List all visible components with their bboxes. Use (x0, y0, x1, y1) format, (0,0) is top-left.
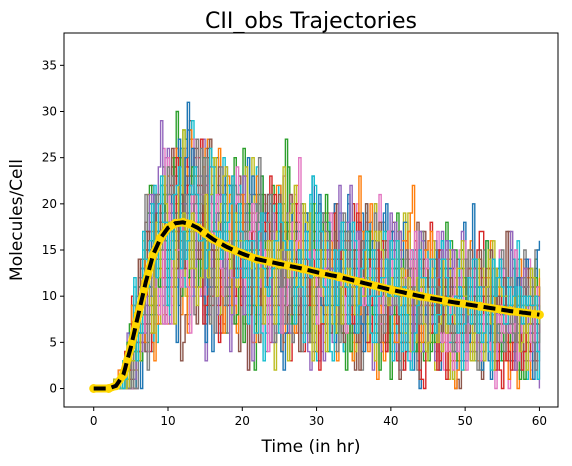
x-tick-label: 30 (309, 414, 324, 428)
y-tick-label: 35 (42, 58, 57, 72)
y-tick-label: 0 (49, 382, 57, 396)
y-axis-label: Molecules/Cell (7, 159, 27, 281)
y-tick-label: 25 (42, 151, 57, 165)
x-tick-label: 0 (90, 414, 98, 428)
y-tick-label: 10 (42, 289, 57, 303)
x-tick-label: 10 (160, 414, 175, 428)
y-tick-label: 30 (42, 104, 57, 118)
y-tick-label: 5 (49, 335, 57, 349)
chart-title: CII_obs Trajectories (205, 9, 417, 34)
x-tick-label: 50 (458, 414, 473, 428)
x-axis-label: Time (in hr) (261, 437, 361, 457)
x-tick-label: 20 (235, 414, 250, 428)
y-tick-label: 15 (42, 243, 57, 257)
x-tick-label: 40 (383, 414, 398, 428)
x-tick-label: 60 (532, 414, 547, 428)
y-tick-label: 20 (42, 197, 57, 211)
